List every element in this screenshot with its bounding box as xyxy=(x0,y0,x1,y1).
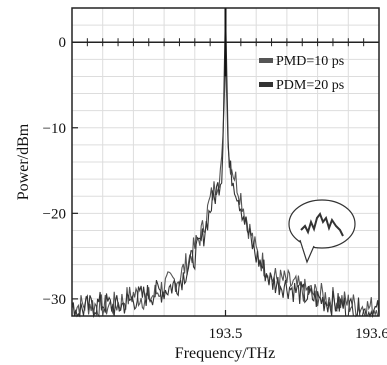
legend: PMD=10 ps PDM=20 ps xyxy=(259,54,344,93)
x-axis-label: Frequency/THz xyxy=(175,345,275,362)
ticks: 193.5 193.6 0 −10 −20 −30 xyxy=(43,35,387,342)
zoom-inset xyxy=(288,199,356,264)
y-tick-label: −30 xyxy=(43,292,66,308)
zoom-inset-trace xyxy=(300,211,344,237)
y-tick-label: −10 xyxy=(43,121,66,137)
y-tick-label: −20 xyxy=(43,206,66,222)
x-tick-label: 193.6 xyxy=(355,326,387,342)
y-tick-label: 0 xyxy=(59,35,67,51)
legend-label-pdm: PDM=20 ps xyxy=(276,78,344,93)
zoom-inset-pointer xyxy=(299,239,315,264)
legend-label-pmd: PMD=10 ps xyxy=(276,54,344,69)
y-axis-label: Power/dBm xyxy=(15,123,32,200)
zoom-inset-ellipse xyxy=(288,199,356,249)
legend-swatch-pdm xyxy=(259,82,273,87)
x-tick-label: 193.5 xyxy=(209,326,243,342)
legend-swatch-pmd xyxy=(259,58,273,63)
